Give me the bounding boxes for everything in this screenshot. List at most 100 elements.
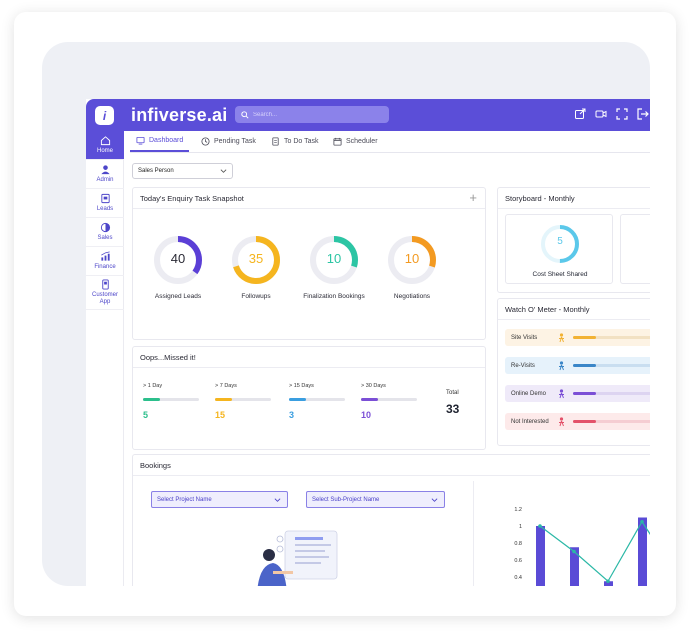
missed-column[interactable]: > 15 Days 3 bbox=[289, 383, 347, 420]
bookings-card: Bookings Select Project Name Select Sub-… bbox=[132, 454, 650, 586]
y-tick-label: 1 bbox=[519, 524, 522, 530]
watch-progress bbox=[573, 364, 650, 367]
missed-progress-fill bbox=[289, 398, 306, 401]
walk-icon bbox=[559, 333, 564, 343]
y-tick-label: 1.2 bbox=[514, 507, 522, 513]
revisit-icon bbox=[559, 361, 564, 371]
tab-label: Scheduler bbox=[346, 138, 378, 145]
watch-progress-fill bbox=[573, 420, 596, 423]
donut-arc bbox=[310, 236, 358, 284]
donut-arc bbox=[154, 236, 202, 284]
donut-label: Finalization Bookings bbox=[303, 293, 365, 300]
donut-arc bbox=[541, 225, 579, 263]
watch-progress bbox=[573, 336, 650, 339]
tab-label: Pending Task bbox=[214, 138, 256, 145]
chevron-down-icon bbox=[220, 169, 227, 173]
search-bar[interactable] bbox=[235, 106, 389, 123]
calendar-icon bbox=[333, 137, 342, 146]
dashboard-icon bbox=[136, 136, 145, 145]
external-link-icon[interactable] bbox=[574, 108, 586, 120]
storyboard-tile[interactable]: 5 Cost Sheet Shared bbox=[505, 214, 613, 284]
enquiry-donut[interactable]: 10 Finalization Bookings bbox=[301, 235, 367, 300]
video-icon[interactable] bbox=[595, 108, 607, 120]
project-select[interactable]: Select Project Name bbox=[151, 491, 288, 508]
sidebar-item-label: Admin bbox=[96, 177, 114, 183]
search-input[interactable] bbox=[253, 111, 383, 118]
watch-o-meter-card: Watch O' Meter - Monthly Site Visits Re-V… bbox=[497, 298, 650, 446]
watch-label: Re-Visits bbox=[511, 362, 535, 369]
card-title: Storyboard - Monthly bbox=[505, 194, 575, 203]
donut-chart bbox=[154, 236, 202, 284]
enquiry-donut[interactable]: 35 Followups bbox=[223, 235, 289, 300]
monitor-icon bbox=[559, 389, 564, 399]
home-icon bbox=[100, 136, 110, 146]
donut-arc bbox=[232, 236, 280, 284]
missed-label: > 30 Days bbox=[361, 383, 386, 389]
card-title: Oops...Missed it! bbox=[140, 353, 196, 362]
leads-icon bbox=[100, 193, 110, 204]
tab-dashboard[interactable]: Dashboard bbox=[130, 131, 190, 152]
watch-row[interactable]: Not Interested bbox=[505, 413, 650, 430]
sidebar-item-customer-app[interactable]: Customer App bbox=[86, 276, 124, 310]
y-tick-label: 0.8 bbox=[514, 541, 522, 547]
select-placeholder: Select Sub-Project Name bbox=[312, 496, 380, 503]
chevron-down-icon bbox=[274, 498, 281, 502]
watch-row[interactable]: Online Demo bbox=[505, 385, 650, 402]
card-title: Bookings bbox=[140, 461, 171, 470]
donut-chart bbox=[310, 236, 358, 284]
enquiry-donut[interactable]: 10 Negotiations bbox=[379, 235, 445, 300]
missed-column[interactable]: > 30 Days 10 bbox=[361, 383, 419, 420]
missed-progress bbox=[143, 398, 199, 401]
y-tick-label: 0.4 bbox=[514, 575, 522, 581]
logout-icon[interactable] bbox=[637, 108, 649, 120]
missed-progress bbox=[215, 398, 271, 401]
expand-icon[interactable] bbox=[616, 108, 628, 120]
missed-progress-fill bbox=[215, 398, 232, 401]
tab-scheduler[interactable]: Scheduler bbox=[333, 131, 378, 152]
watch-label: Site Visits bbox=[511, 334, 538, 341]
cancel-icon bbox=[559, 417, 564, 427]
sidebar: Home Admin Leads Sales Finance Customer … bbox=[86, 131, 124, 586]
tab-label: To Do Task bbox=[284, 138, 319, 145]
finance-icon bbox=[100, 251, 110, 261]
sidebar-item-label: Leads bbox=[96, 206, 114, 212]
tab-pending-task[interactable]: Pending Task bbox=[201, 131, 256, 152]
storyboard-label: Cost Sheet Shared bbox=[532, 271, 588, 278]
chart-bar bbox=[638, 517, 647, 586]
missed-column[interactable]: > 7 Days 15 bbox=[215, 383, 273, 420]
watch-progress bbox=[573, 392, 650, 395]
sales-person-select[interactable]: Sales Person bbox=[132, 163, 233, 179]
sidebar-item-label: Sales bbox=[97, 235, 113, 241]
missed-value: 5 bbox=[143, 410, 149, 420]
enquiry-donut[interactable]: 40 Assigned Leads bbox=[145, 235, 211, 300]
watch-progress-fill bbox=[573, 336, 596, 339]
card-title: Watch O' Meter - Monthly bbox=[505, 305, 590, 314]
sidebar-item-leads[interactable]: Leads bbox=[86, 189, 124, 218]
donut-label: Followups bbox=[241, 293, 271, 300]
missed-column[interactable]: > 1 Day 5 bbox=[143, 383, 201, 420]
chevron-down-icon bbox=[431, 498, 438, 502]
missed-value: 15 bbox=[215, 410, 226, 420]
chart-bar bbox=[536, 526, 545, 586]
chart-line bbox=[539, 520, 650, 583]
storyboard-card: Storyboard - Monthly 5 Cost Sheet Shared bbox=[497, 187, 650, 293]
top-bar: i infiverse.ai bbox=[86, 99, 650, 131]
app-window: i infiverse.ai Home Admin Leads Sales bbox=[86, 99, 650, 586]
storyboard-value: 5 bbox=[557, 236, 563, 247]
donut-value: 10 bbox=[326, 251, 342, 266]
subproject-select[interactable]: Select Sub-Project Name bbox=[306, 491, 445, 508]
tab-to-do-task[interactable]: To Do Task bbox=[271, 131, 319, 152]
watch-label: Online Demo bbox=[511, 390, 547, 397]
watch-row[interactable]: Site Visits bbox=[505, 329, 650, 346]
sidebar-item-home[interactable]: Home bbox=[86, 131, 124, 160]
sidebar-item-finance[interactable]: Finance bbox=[86, 247, 124, 276]
watch-row[interactable]: Re-Visits bbox=[505, 357, 650, 374]
phone-icon bbox=[101, 279, 109, 290]
logo-icon[interactable]: i bbox=[95, 106, 114, 125]
add-icon[interactable]: + bbox=[469, 190, 477, 205]
select-placeholder: Select Project Name bbox=[157, 496, 212, 503]
sidebar-item-admin[interactable]: Admin bbox=[86, 160, 124, 189]
storyboard-tile[interactable] bbox=[620, 214, 650, 284]
sidebar-item-sales[interactable]: Sales bbox=[86, 218, 124, 247]
total-label: Total bbox=[446, 390, 459, 396]
